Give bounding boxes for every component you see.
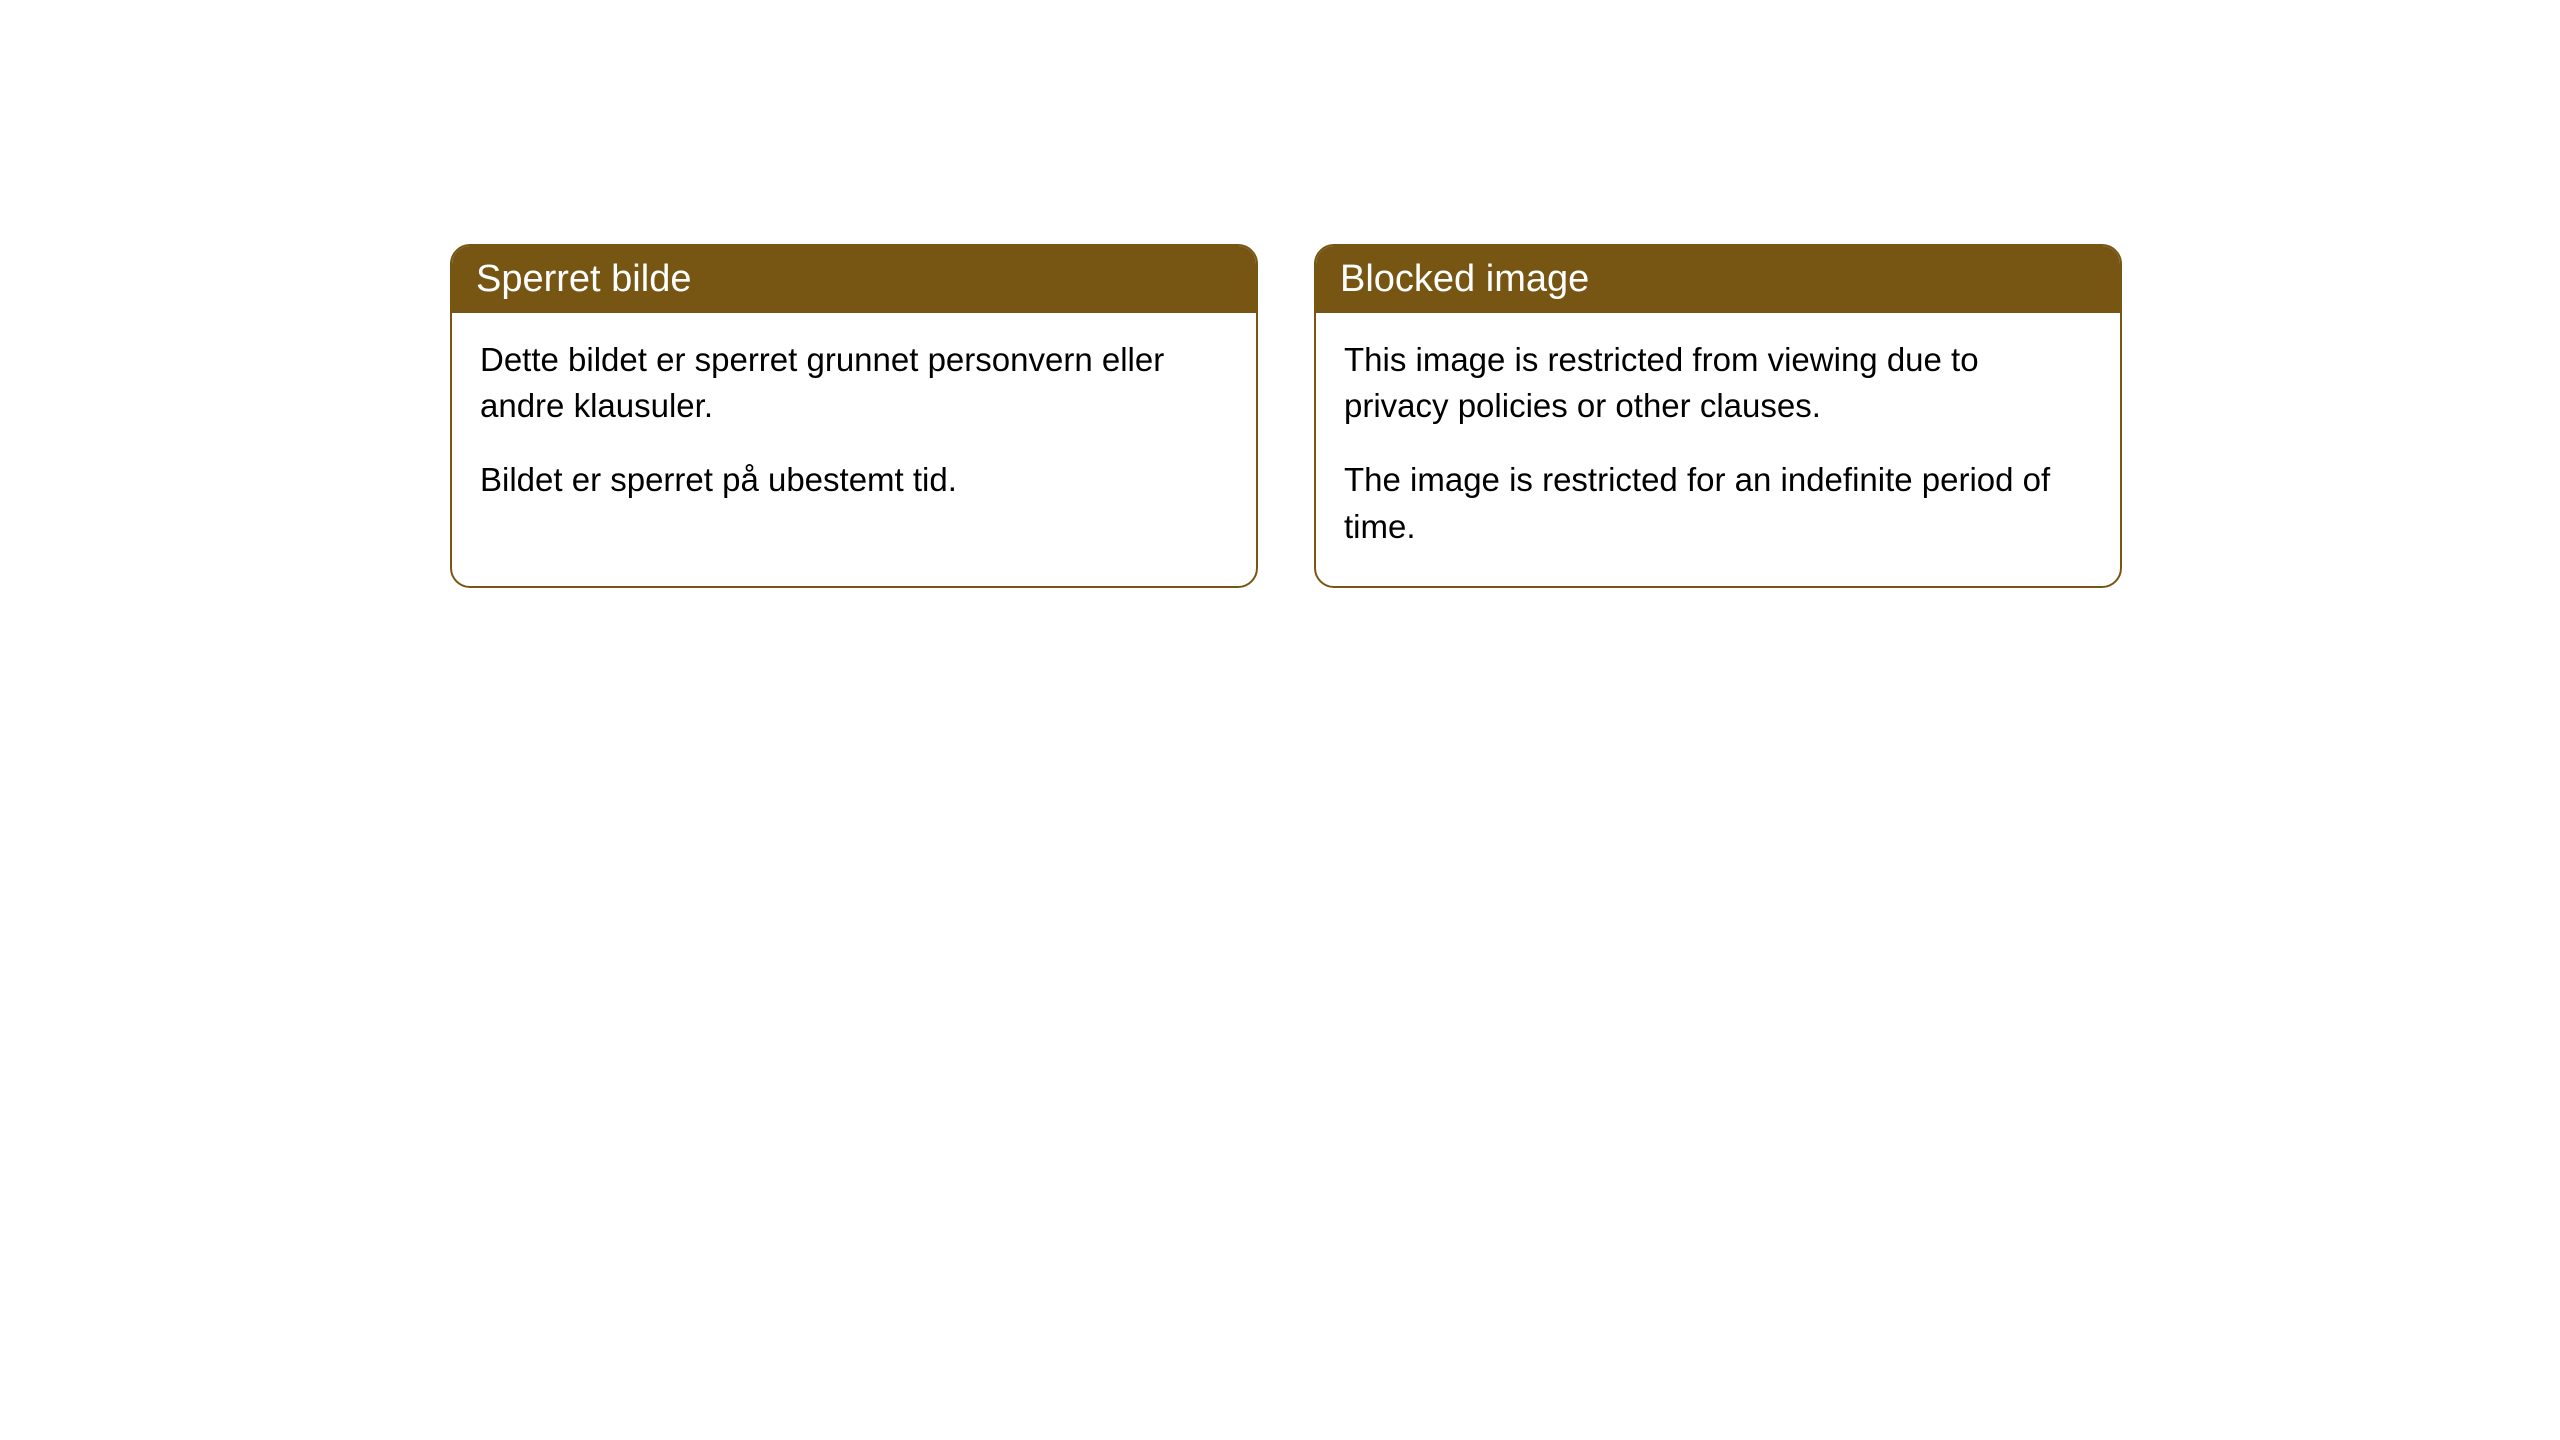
- blocked-image-card-english: Blocked image This image is restricted f…: [1314, 244, 2122, 588]
- card-title-english: Blocked image: [1340, 258, 1589, 300]
- card-paragraph-english-2: The image is restricted for an indefinit…: [1344, 457, 2092, 549]
- card-body-english: This image is restricted from viewing du…: [1316, 313, 2120, 586]
- card-header-norwegian: Sperret bilde: [452, 246, 1256, 313]
- card-paragraph-norwegian-1: Dette bildet er sperret grunnet personve…: [480, 337, 1228, 429]
- card-header-english: Blocked image: [1316, 246, 2120, 313]
- cards-container: Sperret bilde Dette bildet er sperret gr…: [450, 244, 2122, 588]
- card-body-norwegian: Dette bildet er sperret grunnet personve…: [452, 313, 1256, 540]
- blocked-image-card-norwegian: Sperret bilde Dette bildet er sperret gr…: [450, 244, 1258, 588]
- card-paragraph-norwegian-2: Bildet er sperret på ubestemt tid.: [480, 457, 1228, 503]
- card-title-norwegian: Sperret bilde: [476, 258, 691, 300]
- card-paragraph-english-1: This image is restricted from viewing du…: [1344, 337, 2092, 429]
